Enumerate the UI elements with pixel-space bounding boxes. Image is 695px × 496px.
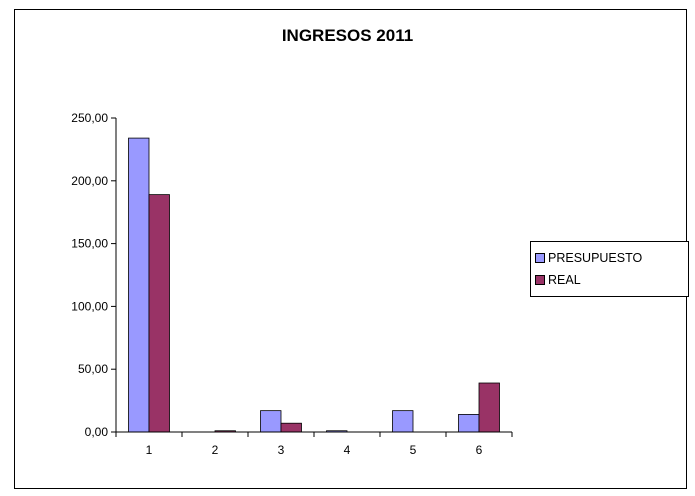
- y-tick-label-4: 200,00: [71, 174, 108, 188]
- bar-real-6: [478, 382, 500, 433]
- legend-item-presupuesto: PRESUPUESTO: [535, 247, 688, 269]
- x-tick-label-5: 5: [410, 443, 417, 457]
- bar-presupuesto-3: [260, 410, 282, 433]
- bar-real-3: [280, 422, 302, 433]
- x-tick-label-6: 6: [476, 443, 483, 457]
- y-tick-label-3: 150,00: [71, 237, 108, 251]
- x-tick-label-3: 3: [278, 443, 285, 457]
- legend-label-presupuesto: PRESUPUESTO: [548, 251, 643, 265]
- chart-title: INGRESOS 2011: [281, 26, 414, 45]
- legend-swatch-real: [535, 275, 545, 285]
- bar-presupuesto-6: [458, 414, 480, 433]
- x-tick-label-1: 1: [146, 443, 153, 457]
- y-tick-label-2: 100,00: [71, 299, 108, 313]
- legend-label-real: REAL: [548, 273, 581, 287]
- legend-swatch-presupuesto: [535, 253, 545, 263]
- bar-presupuesto-5: [392, 410, 414, 433]
- bar-presupuesto-1: [128, 137, 150, 433]
- y-tick-label-5: 250,00: [71, 111, 108, 125]
- y-tick-label-1: 50,00: [78, 362, 108, 376]
- y-tick-label-0: 0,00: [85, 425, 109, 439]
- x-tick-label-2: 2: [212, 443, 219, 457]
- bar-real-1: [148, 194, 170, 433]
- x-tick-label-4: 4: [344, 443, 351, 457]
- legend-item-real: REAL: [535, 269, 688, 291]
- chart-legend: PRESUPUESTO REAL: [530, 241, 689, 297]
